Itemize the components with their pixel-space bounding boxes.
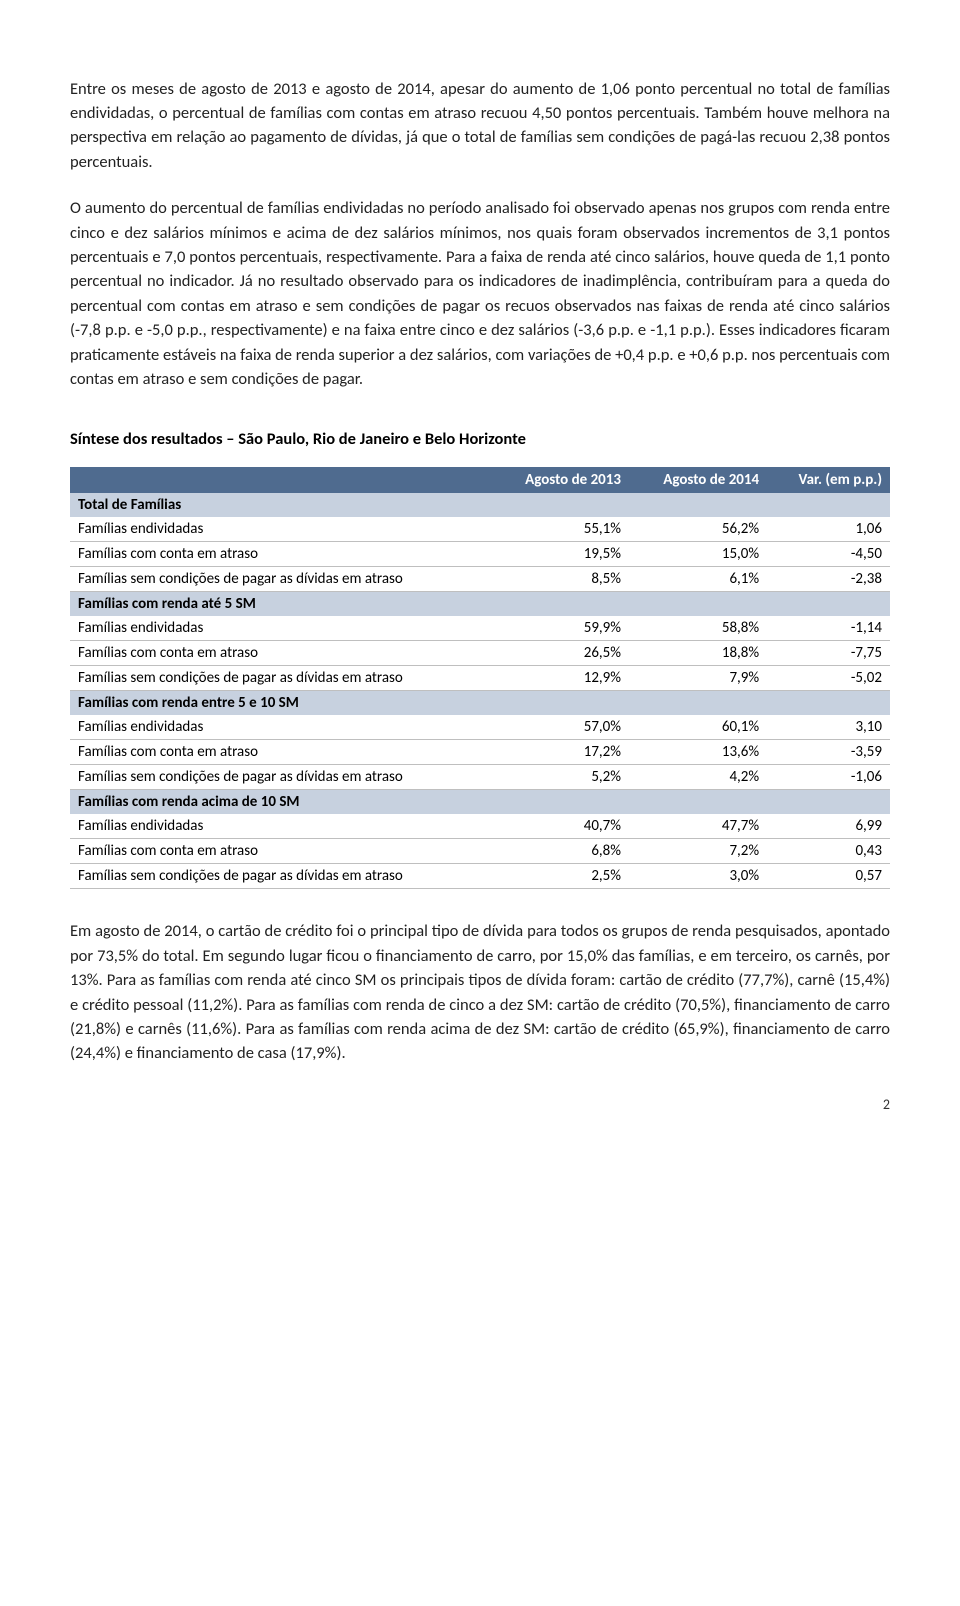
table-row: Famílias endividadas40,7%47,7%6,99: [70, 814, 890, 839]
row-aug2014: 56,2%: [629, 517, 767, 542]
row-label: Famílias com conta em atraso: [70, 641, 491, 666]
row-label: Famílias endividadas: [70, 616, 491, 641]
row-label: Famílias endividadas: [70, 517, 491, 542]
row-aug2013: 57,0%: [491, 715, 629, 740]
row-aug2014: 60,1%: [629, 715, 767, 740]
row-aug2013: 5,2%: [491, 765, 629, 790]
row-aug2013: 59,9%: [491, 616, 629, 641]
row-label: Famílias sem condições de pagar as dívid…: [70, 666, 491, 691]
row-label: Famílias sem condições de pagar as dívid…: [70, 765, 491, 790]
row-aug2014: 4,2%: [629, 765, 767, 790]
row-aug2013: 17,2%: [491, 740, 629, 765]
table-row: Famílias sem condições de pagar as dívid…: [70, 666, 890, 691]
row-var: -1,14: [767, 616, 890, 641]
row-var: -2,38: [767, 567, 890, 592]
row-aug2014: 7,2%: [629, 839, 767, 864]
row-label: Famílias com conta em atraso: [70, 740, 491, 765]
table-row: Famílias sem condições de pagar as dívid…: [70, 567, 890, 592]
table-row: Famílias endividadas59,9%58,8%-1,14: [70, 616, 890, 641]
page-number: 2: [70, 1096, 890, 1113]
row-aug2014: 18,8%: [629, 641, 767, 666]
table-row: Famílias com conta em atraso26,5%18,8%-7…: [70, 641, 890, 666]
table-header-row: Agosto de 2013 Agosto de 2014 Var. (em p…: [70, 467, 890, 493]
row-aug2014: 13,6%: [629, 740, 767, 765]
table-row: Famílias endividadas55,1%56,2%1,06: [70, 517, 890, 542]
row-aug2013: 26,5%: [491, 641, 629, 666]
row-var: 1,06: [767, 517, 890, 542]
paragraph-2: O aumento do percentual de famílias endi…: [70, 196, 890, 391]
row-var: 0,43: [767, 839, 890, 864]
row-var: 6,99: [767, 814, 890, 839]
table-row: Famílias com conta em atraso6,8%7,2%0,43: [70, 839, 890, 864]
row-var: -5,02: [767, 666, 890, 691]
row-aug2014: 7,9%: [629, 666, 767, 691]
table-row: Famílias com conta em atraso19,5%15,0%-4…: [70, 542, 890, 567]
row-label: Famílias endividadas: [70, 715, 491, 740]
group-title: Famílias com renda até 5 SM: [70, 592, 890, 617]
table-group-row: Total de Famílias: [70, 493, 890, 517]
table-group-row: Famílias com renda entre 5 e 10 SM: [70, 691, 890, 716]
row-label: Famílias sem condições de pagar as dívid…: [70, 864, 491, 889]
table-group-row: Famílias com renda acima de 10 SM: [70, 790, 890, 815]
table-row: Famílias endividadas57,0%60,1%3,10: [70, 715, 890, 740]
results-table: Agosto de 2013 Agosto de 2014 Var. (em p…: [70, 467, 890, 889]
row-aug2013: 55,1%: [491, 517, 629, 542]
row-aug2013: 8,5%: [491, 567, 629, 592]
paragraph-3: Em agosto de 2014, o cartão de crédito f…: [70, 919, 890, 1065]
row-aug2014: 15,0%: [629, 542, 767, 567]
group-title: Total de Famílias: [70, 493, 890, 517]
section-title: Síntese dos resultados – São Paulo, Rio …: [70, 429, 890, 449]
group-title: Famílias com renda entre 5 e 10 SM: [70, 691, 890, 716]
row-label: Famílias com conta em atraso: [70, 839, 491, 864]
row-aug2013: 2,5%: [491, 864, 629, 889]
col-aug2014: Agosto de 2014: [629, 467, 767, 493]
row-aug2014: 6,1%: [629, 567, 767, 592]
row-aug2013: 40,7%: [491, 814, 629, 839]
row-var: -4,50: [767, 542, 890, 567]
group-title: Famílias com renda acima de 10 SM: [70, 790, 890, 815]
row-aug2013: 6,8%: [491, 839, 629, 864]
row-label: Famílias endividadas: [70, 814, 491, 839]
row-aug2014: 3,0%: [629, 864, 767, 889]
table-row: Famílias sem condições de pagar as dívid…: [70, 765, 890, 790]
row-var: 0,57: [767, 864, 890, 889]
row-aug2013: 19,5%: [491, 542, 629, 567]
paragraph-1: Entre os meses de agosto de 2013 e agost…: [70, 77, 890, 175]
row-var: -3,59: [767, 740, 890, 765]
col-aug2013: Agosto de 2013: [491, 467, 629, 493]
table-row: Famílias sem condições de pagar as dívid…: [70, 864, 890, 889]
col-var: Var. (em p.p.): [767, 467, 890, 493]
row-label: Famílias sem condições de pagar as dívid…: [70, 567, 491, 592]
row-aug2013: 12,9%: [491, 666, 629, 691]
table-group-row: Famílias com renda até 5 SM: [70, 592, 890, 617]
row-var: -7,75: [767, 641, 890, 666]
row-var: -1,06: [767, 765, 890, 790]
table-row: Famílias com conta em atraso17,2%13,6%-3…: [70, 740, 890, 765]
row-aug2014: 47,7%: [629, 814, 767, 839]
col-empty: [70, 467, 491, 493]
row-var: 3,10: [767, 715, 890, 740]
row-aug2014: 58,8%: [629, 616, 767, 641]
row-label: Famílias com conta em atraso: [70, 542, 491, 567]
